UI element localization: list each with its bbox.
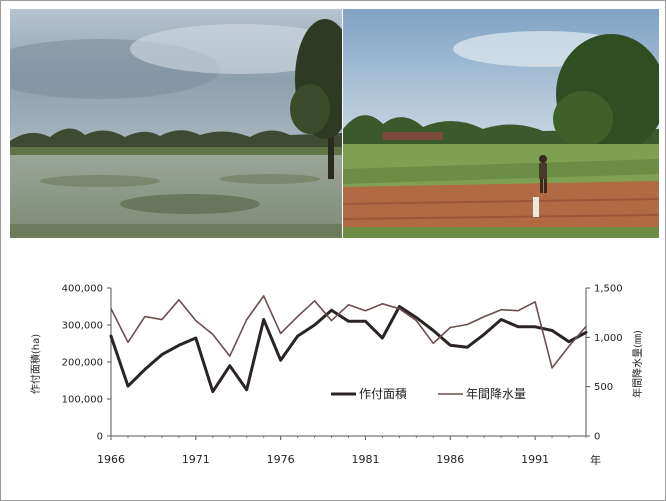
chart-area: 0 100,000 200,000 300,000 400,000 0 500 1,000 1… — [1, 246, 665, 500]
dry-field-image — [343, 9, 659, 238]
series-line-1 — [110, 295, 587, 369]
flooded-paddy-photo — [10, 9, 342, 238]
x-tick-label: 1976 — [267, 453, 295, 466]
y-left-ticks: 0 100,000 200,000 300,000 400,000 — [62, 284, 111, 443]
y-left-tick-label: 0 — [97, 432, 103, 443]
y-left-tick-label: 400,000 — [62, 284, 103, 295]
flooded-paddy-image — [10, 9, 342, 238]
legend-label-series-0: 作付面積 — [359, 386, 407, 401]
x-axis-unit: 年 — [590, 453, 601, 467]
y-right-axis-label: 年間降水量(㎜) — [631, 330, 644, 398]
x-tick-label: 1986 — [436, 453, 464, 466]
legend: 作付面積 年間降水量 — [331, 386, 526, 401]
x-tick-label: 1966 — [97, 453, 125, 466]
y-right-tick-label: 1,500 — [594, 284, 623, 295]
legend-label-series-1: 年間降水量 — [466, 387, 526, 401]
y-right-tick-label: 500 — [594, 382, 613, 393]
y-left-tick-label: 300,000 — [62, 321, 103, 332]
y-right-tick-label: 1,000 — [594, 333, 623, 344]
series-lines — [109, 295, 588, 394]
y-left-tick-label: 100,000 — [62, 395, 103, 406]
y-left-axis-label: 作付面積(ha) — [29, 334, 42, 394]
x-tick-label: 1981 — [351, 453, 379, 466]
x-ticks: 1966 1971 1976 1981 1986 1991 — [97, 436, 587, 466]
y-right-tick-label: 0 — [594, 432, 600, 443]
series-line-0 — [109, 305, 588, 394]
y-left-tick-label: 200,000 — [62, 358, 103, 369]
y-right-ticks: 0 500 1,000 1,500 — [586, 284, 623, 443]
x-tick-label: 1971 — [182, 453, 210, 466]
x-tick-label: 1991 — [521, 453, 549, 466]
line-chart: 0 100,000 200,000 300,000 400,000 0 500 1,000 1… — [29, 284, 644, 468]
dry-field-photo — [343, 9, 659, 238]
